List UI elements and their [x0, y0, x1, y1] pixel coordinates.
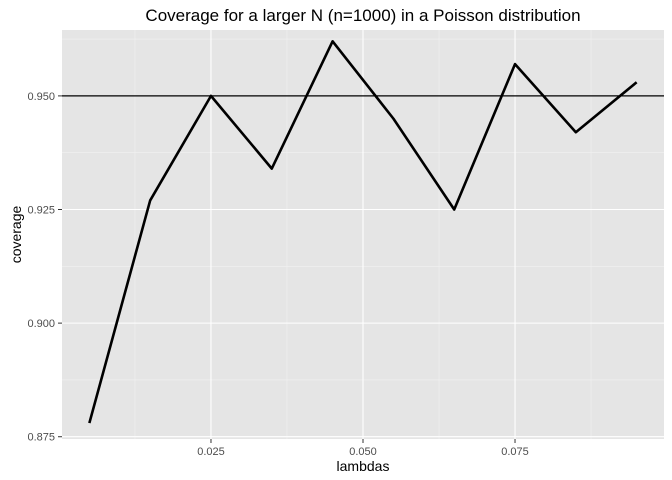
y-tick-label: 0.900: [27, 318, 55, 330]
chart-title: Coverage for a larger N (n=1000) in a Po…: [145, 6, 580, 25]
x-tick-label: 0.075: [501, 446, 529, 458]
y-tick-label: 0.925: [27, 205, 55, 217]
y-axis-ticks: 0.875 0.900 0.925 0.950: [27, 91, 62, 444]
y-tick-label: 0.950: [27, 91, 55, 103]
series-line: [88, 40, 638, 424]
x-axis-ticks: 0.025 0.050 0.075: [197, 439, 529, 458]
x-axis-title: lambdas: [337, 458, 390, 474]
y-tick-label: 0.875: [27, 432, 55, 444]
y-axis-title: coverage: [8, 205, 24, 263]
x-tick-label: 0.025: [197, 446, 225, 458]
x-tick-label: 0.050: [349, 446, 377, 458]
series-layer: [88, 40, 638, 424]
